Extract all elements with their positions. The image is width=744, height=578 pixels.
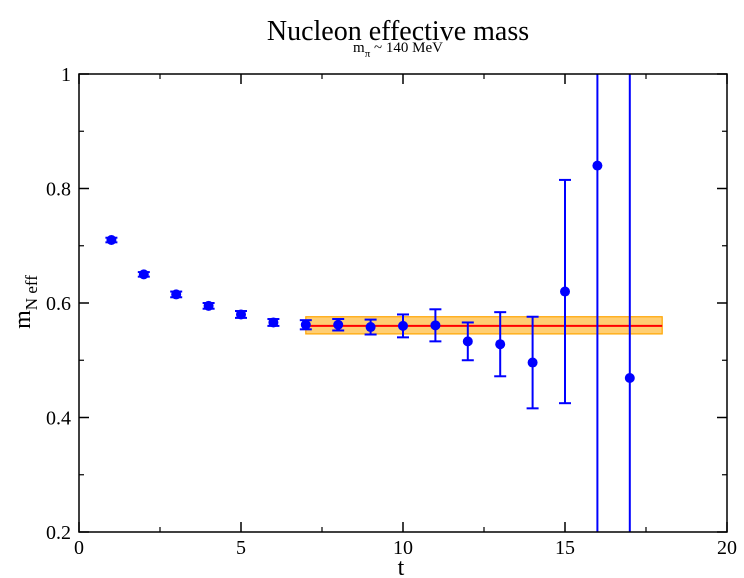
marker [171,289,182,300]
x-axis-label: t [398,555,405,578]
chart-title: Nucleon effective mass [267,16,529,47]
data-point-13 [494,311,507,378]
marker [300,319,311,330]
data-point-4 [202,300,215,311]
marker [333,319,344,330]
y-axis-label-main: m [10,310,36,329]
data-point-12 [461,321,474,362]
data-point-2 [137,269,150,280]
x-tick-label: 20 [717,537,737,559]
data-point-7 [299,319,312,331]
y-tick-label: 0.8 [46,179,71,201]
data-point-1 [105,235,118,246]
y-tick-label: 1 [61,64,71,86]
ticks-layer: 0 5 10 15 20 0.2 0.4 0.6 0.8 1 [46,64,737,559]
marker [560,286,570,297]
data-point-17 [624,74,635,532]
chart-subtitle: mπ ~ 140 MeV [353,40,443,60]
marker [138,269,149,280]
marker [268,317,279,328]
data-point-16 [592,74,603,532]
y-tick-label: 0.4 [46,408,71,430]
marker [495,339,506,350]
x-tick-label: 15 [555,537,575,559]
y-axis-label: mN eff [10,275,41,329]
data-point-6 [267,317,280,328]
y-axis-label-sub: N eff [22,275,41,310]
marker [106,235,117,246]
data-point-10 [397,313,409,339]
marker [624,372,635,383]
x-tick-label: 10 [393,537,413,559]
marker [462,336,473,347]
data-point-5 [235,309,247,320]
marker [236,309,246,320]
data-point-15 [559,178,571,405]
subtitle-main: m [353,40,365,56]
data-point-14 [526,315,539,410]
marker [527,357,538,368]
marker [592,160,603,171]
y-tick-label: 0.2 [46,522,71,544]
subtitle-rest: ~ 140 MeV [370,40,443,56]
data-point-8 [332,318,345,332]
x-tick-label: 5 [236,537,246,559]
data-point-11 [429,308,442,343]
data-point-9 [364,318,377,336]
marker [430,320,441,331]
fit-layer [305,316,663,335]
subtitle-sub: π [365,48,371,60]
marker [365,322,376,333]
x-tick-label: 0 [74,537,84,559]
marker [398,320,408,331]
points-layer [105,74,635,532]
data-point-3 [170,289,183,300]
marker [203,300,214,311]
y-tick-label: 0.6 [46,293,71,315]
